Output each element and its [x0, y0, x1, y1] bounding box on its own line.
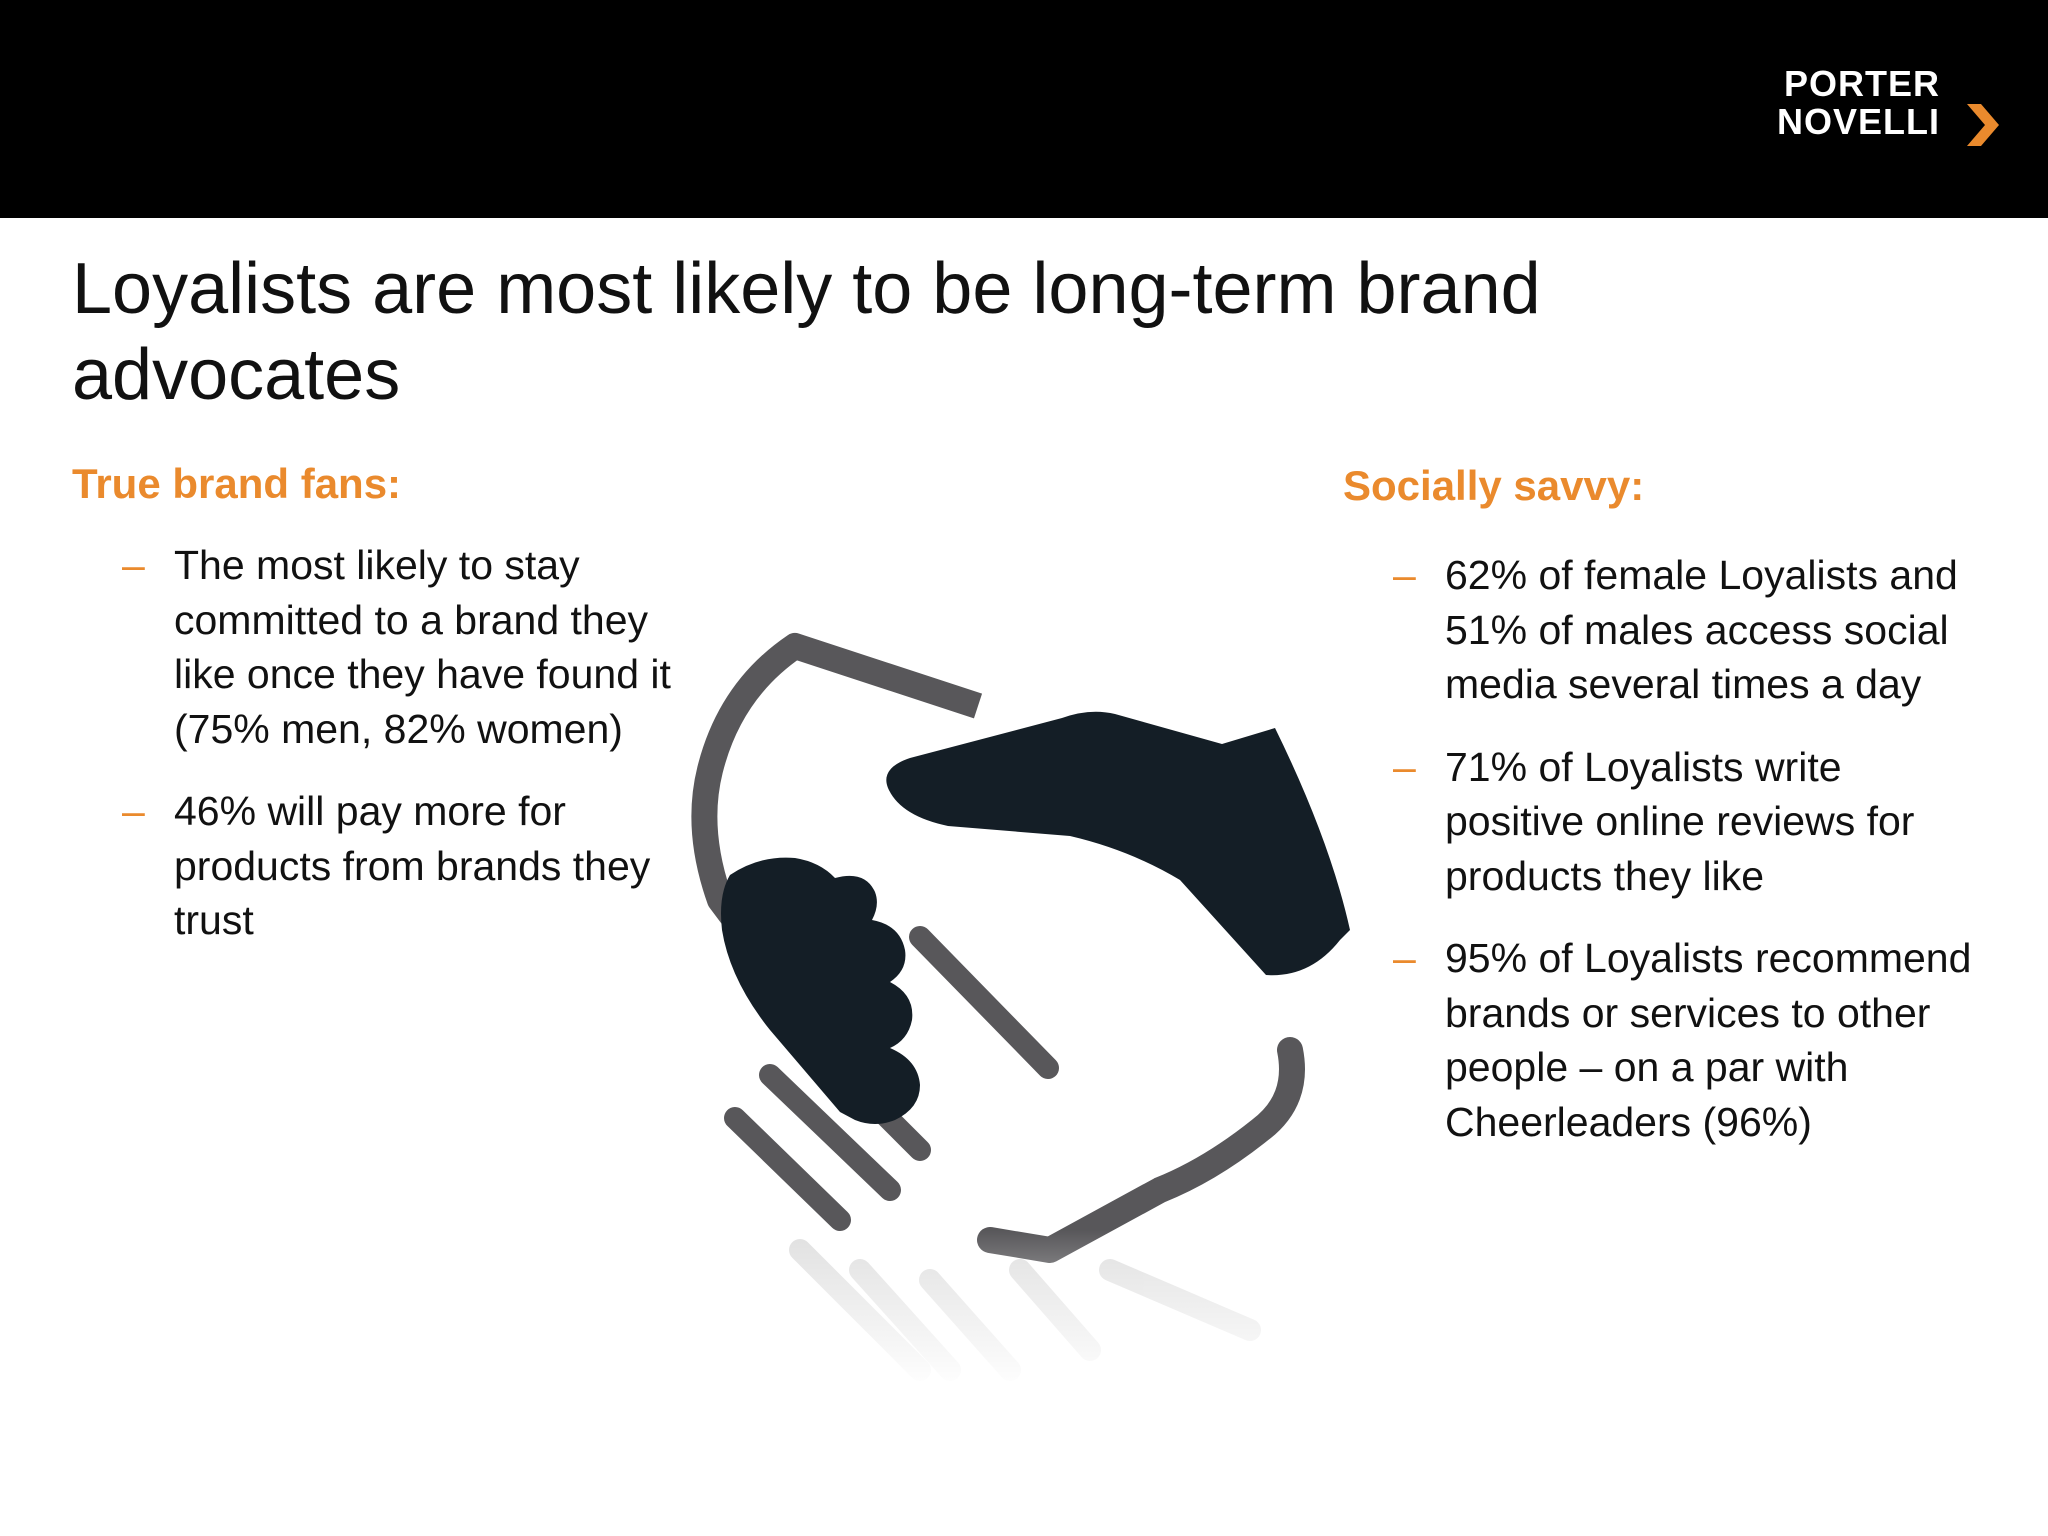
- list-item: – 95% of Loyalists recommend brands or s…: [1393, 931, 1983, 1149]
- list-item: – 46% will pay more for products from br…: [122, 784, 682, 948]
- bullet-dash: –: [1393, 552, 1416, 598]
- bullet-text: 71% of Loyalists write positive online r…: [1445, 743, 1915, 899]
- bullet-text: 95% of Loyalists recommend brands or ser…: [1445, 935, 1972, 1145]
- dark-hand-upper: [886, 711, 1350, 976]
- outline-hand-palm: [977, 1037, 1305, 1263]
- right-column-heading: Socially savvy:: [1343, 462, 1645, 509]
- bullet-dash: –: [122, 542, 145, 588]
- outline-finger-1: [909, 926, 1059, 1079]
- logo-text-line1: PORTER: [1783, 63, 1940, 104]
- header-bar: PORTER NOVELLI: [0, 0, 2048, 218]
- bullet-text: The most likely to stay committed to a b…: [174, 542, 671, 752]
- dark-hand-lower: [721, 857, 920, 1124]
- bullet-text: 62% of female Loyalists and 51% of males…: [1445, 552, 1958, 707]
- left-bullet-list: – The most likely to stay committed to a…: [122, 538, 682, 976]
- right-bullet-list: – 62% of female Loyalists and 51% of mal…: [1393, 548, 1983, 1177]
- bullet-dash: –: [122, 788, 145, 834]
- outline-finger-3: [759, 1064, 901, 1201]
- bullet-dash: –: [1393, 935, 1416, 981]
- porter-novelli-logo: PORTER NOVELLI: [1760, 66, 2000, 156]
- bullet-text: 46% will pay more for products from bran…: [174, 788, 651, 943]
- outline-finger-4: [724, 1107, 851, 1231]
- bullet-dash: –: [1393, 743, 1416, 790]
- outline-hand-cuff: [691, 633, 983, 928]
- left-column-heading: True brand fans:: [72, 460, 402, 507]
- list-item: – The most likely to stay committed to a…: [122, 538, 682, 756]
- slide-title: Loyalists are most likely to be long-ter…: [72, 249, 1541, 415]
- list-item: – 62% of female Loyalists and 51% of mal…: [1393, 548, 1983, 712]
- chevron-right-icon: [1967, 104, 1999, 146]
- logo-text-line2: NOVELLI: [1776, 101, 1940, 142]
- list-item: – 71% of Loyalists write positive online…: [1393, 740, 1983, 904]
- handshake-icon: [690, 633, 1390, 1390]
